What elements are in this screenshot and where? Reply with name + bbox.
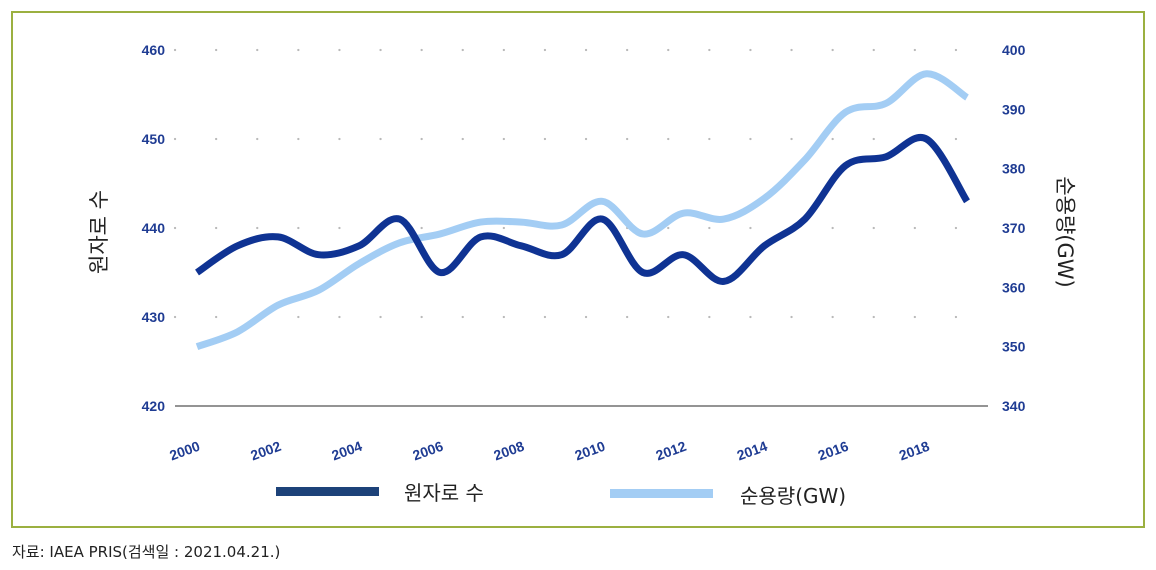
y-tick-label-right: 370 <box>1002 220 1026 236</box>
y-axis-label-right: 순용량(GW) <box>1053 176 1077 287</box>
series-line-capacity <box>195 70 969 350</box>
left-axis: 460 450 440 430 420 <box>142 42 166 414</box>
legend-swatch-reactors <box>276 487 379 496</box>
x-tick-label: 2016 <box>816 438 851 464</box>
x-axis: 2000 2002 2004 2006 2008 2010 2012 2014 2016 2018 <box>167 438 931 464</box>
legend-swatch-capacity <box>610 489 713 498</box>
x-tick-label: 2018 <box>897 438 932 464</box>
y-axis-label-left: 원자로 수 <box>87 190 111 274</box>
y-tick-label-left: 420 <box>142 398 166 414</box>
legend-label-reactors: 원자로 수 <box>404 481 484 505</box>
right-axis: 400 390 380 370 360 350 340 <box>1002 42 1026 414</box>
y-tick-label-right: 390 <box>1002 101 1026 117</box>
x-tick-label: 2008 <box>491 438 526 464</box>
x-tick-label: 2000 <box>167 438 202 464</box>
y-tick-label-right: 360 <box>1002 279 1026 295</box>
y-tick-label-right: 350 <box>1002 339 1026 355</box>
legend: 원자로 수 순용량(GW) <box>276 481 846 508</box>
x-tick-label: 2002 <box>248 438 283 464</box>
y-tick-label-right: 400 <box>1002 42 1026 58</box>
series <box>195 70 970 350</box>
x-tick-label: 2010 <box>573 438 608 464</box>
x-tick-label: 2014 <box>735 438 770 464</box>
y-tick-label-right: 340 <box>1002 398 1026 414</box>
x-tick-label: 2004 <box>329 438 364 464</box>
source-note: 자료: IAEA PRIS(검색일 : 2021.04.21.) <box>12 543 281 561</box>
gridlines <box>173 48 977 319</box>
y-tick-label-left: 450 <box>142 131 166 147</box>
y-tick-label-left: 460 <box>142 42 166 58</box>
y-tick-label-left: 440 <box>142 220 166 236</box>
x-tick-label: 2012 <box>654 438 689 464</box>
series-line-reactors <box>195 133 970 285</box>
y-tick-label-left: 430 <box>142 309 166 325</box>
y-tick-label-right: 380 <box>1002 161 1026 177</box>
x-tick-label: 2006 <box>410 438 445 464</box>
legend-label-capacity: 순용량(GW) <box>740 484 846 508</box>
